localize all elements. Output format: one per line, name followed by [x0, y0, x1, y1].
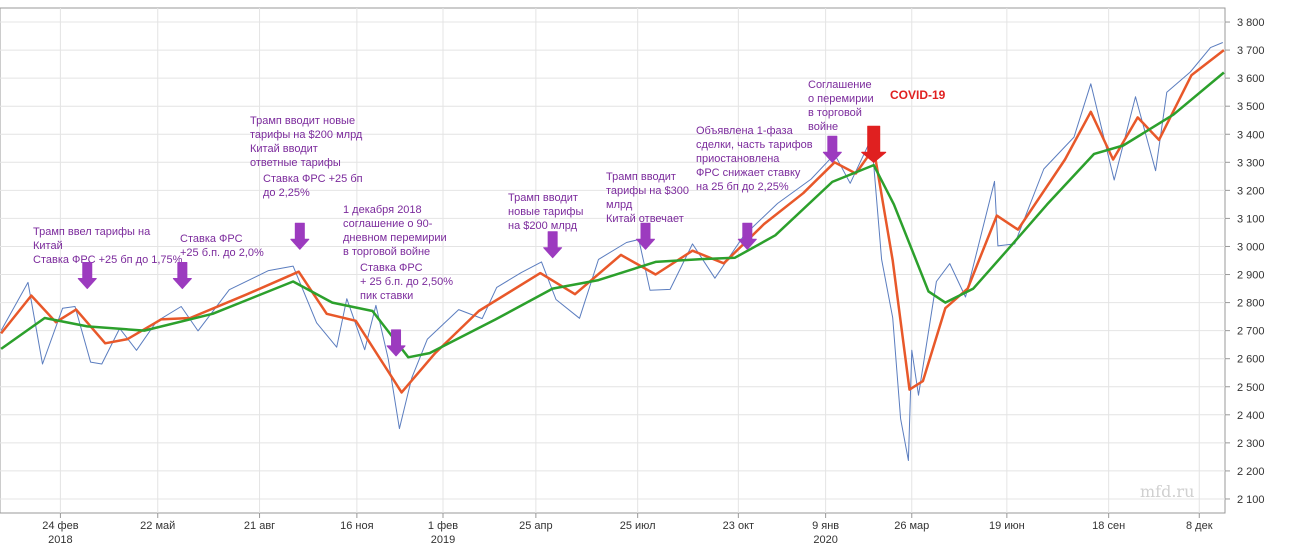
annotation-arrow-icon: [172, 262, 192, 290]
x-tick-label: 18 сен: [1092, 520, 1125, 532]
annotation-arrow-icon: [290, 222, 310, 250]
annotation-arrow-icon: [737, 222, 757, 250]
x-tick-label: 22 май: [140, 520, 175, 532]
annotation-text: Ставка ФРС + 25 б.п. до 2,50% пик ставки: [360, 262, 453, 302]
annotation-text: Ставка ФРС +25 бп до 2,25%: [263, 173, 363, 199]
annotation-text: Трамп вводит новые тарифы на $200 млрд: [508, 192, 583, 232]
series-layer: [0, 42, 1225, 461]
watermark: mfd.ru: [1140, 482, 1194, 501]
y-tick-label: 2 100: [1237, 494, 1265, 506]
slow-ma-line: [0, 71, 1225, 359]
annotation-text: Объявлена 1-фаза сделки, часть тарифов при…: [696, 125, 813, 193]
x-tick-year-label: 2020: [813, 534, 837, 546]
y-tick-label: 2 600: [1237, 354, 1265, 366]
x-tick-label: 21 авг: [244, 520, 275, 532]
x-tick-label: 23 окт: [723, 520, 754, 532]
y-tick-label: 2 200: [1237, 466, 1265, 478]
annotation-arrow-icon: [77, 262, 97, 290]
x-tick-label: 16 ноя: [340, 520, 373, 532]
y-tick-label: 3 600: [1237, 73, 1265, 85]
y-tick-label: 2 400: [1237, 410, 1265, 422]
annotation-arrow-icon: [822, 135, 842, 163]
x-tick-label: 25 апр: [519, 520, 552, 532]
covid-label: COVID-19: [890, 88, 946, 102]
annotation-text: Ставка ФРС +25 б.п. до 2,0%: [180, 233, 264, 259]
y-tick-label: 2 900: [1237, 270, 1265, 282]
y-tick-label: 3 300: [1237, 157, 1265, 169]
x-tick-label: 24 фев: [42, 520, 78, 532]
x-tick-label: 9 янв: [812, 520, 839, 532]
annotation-text: Соглашение о перемирии в торговой войне: [808, 79, 874, 133]
annotation-text: Трамп вводит новые тарифы на $200 млрд Кит…: [250, 115, 363, 169]
y-tick-label: 2 700: [1237, 326, 1265, 338]
y-tick-label: 3 200: [1237, 185, 1265, 197]
annotation-text: Трамп ввел тарифы на Китай Ставка ФРС +25 …: [33, 226, 183, 266]
x-axis: 24 фев 2018 22 май 21 авг 16 ноя 1 фев 2019 25 …: [42, 513, 1213, 546]
x-tick-year-label: 2019: [431, 534, 455, 546]
y-tick-label: 3 100: [1237, 213, 1265, 225]
x-tick-label: 26 мар: [894, 520, 929, 532]
y-axis: 2 100 2 200 2 300 2 400 2 500 2 600 2 700 2 800…: [1225, 17, 1265, 506]
annotation-arrow-icon: [543, 231, 563, 259]
y-tick-label: 3 700: [1237, 45, 1265, 57]
y-tick-label: 2 500: [1237, 382, 1265, 394]
y-tick-label: 3 800: [1237, 17, 1265, 29]
fast-ma-line: [0, 49, 1225, 394]
x-tick-year-label: 2018: [48, 534, 72, 546]
x-tick-label: 1 фев: [428, 520, 458, 532]
annotation-text: Трамп вводит тарифы на $300 млрд Китай отве…: [606, 171, 689, 225]
annotation-text: 1 декабря 2018 соглашение о 90-дневном пе…: [343, 204, 447, 258]
annotations-layer: Трамп ввел тарифы на Китай Ставка ФРС +25 …: [33, 79, 946, 357]
y-tick-label: 3 500: [1237, 101, 1265, 113]
price-line: [0, 42, 1223, 461]
y-tick-label: 2 800: [1237, 298, 1265, 310]
covid-arrow-icon: [861, 125, 887, 163]
annotation-arrow-icon: [636, 222, 656, 250]
y-tick-label: 3 000: [1237, 241, 1265, 253]
x-tick-label: 25 июл: [620, 520, 656, 532]
x-tick-label: 19 июн: [989, 520, 1025, 532]
y-tick-label: 3 400: [1237, 129, 1265, 141]
x-tick-label: 8 дек: [1186, 520, 1213, 532]
annotation-arrow-icon: [386, 329, 406, 357]
y-tick-label: 2 300: [1237, 438, 1265, 450]
